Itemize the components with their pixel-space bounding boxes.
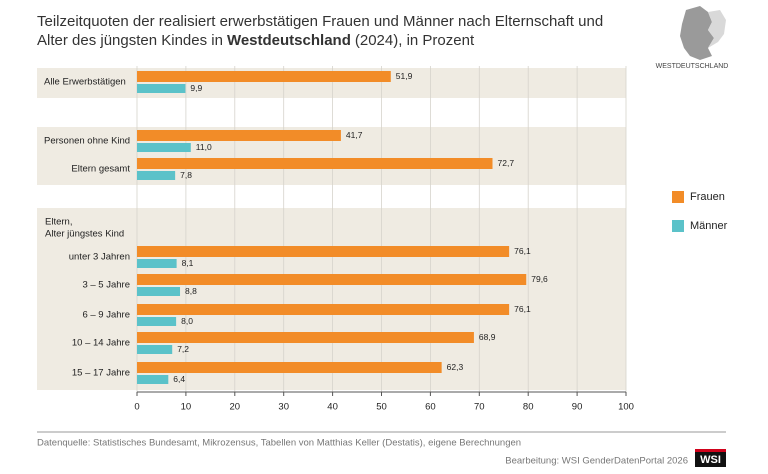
value-label: 68,9 <box>479 332 496 342</box>
value-label: 76,1 <box>514 304 531 314</box>
category-label: 6 – 9 Jahre <box>82 310 130 321</box>
x-tick-label: 10 <box>181 402 192 413</box>
value-label: 79,6 <box>531 274 548 284</box>
source: Datenquelle: Statistisches Bundesamt, Mi… <box>37 438 521 449</box>
value-label: 72,7 <box>498 158 515 168</box>
category-label: Eltern gesamt <box>71 164 130 175</box>
x-tick-label: 50 <box>376 402 387 413</box>
x-tick-label: 100 <box>618 402 634 413</box>
bar <box>137 304 510 315</box>
title-part: (2024), in Prozent <box>355 32 475 49</box>
category-label: Personen ohne Kind <box>44 136 130 147</box>
bar <box>137 130 341 141</box>
bar <box>137 84 186 93</box>
bar <box>137 246 510 257</box>
bar <box>137 375 169 384</box>
value-label: 8,8 <box>185 286 197 296</box>
legend-label: Männer <box>690 220 728 232</box>
bar <box>137 71 391 82</box>
value-label: 41,7 <box>346 130 363 140</box>
legend-label: Frauen <box>690 191 725 203</box>
category-label: unter 3 Jahren <box>69 252 130 263</box>
group-label: Eltern, <box>45 217 72 228</box>
legend-swatch <box>672 220 684 232</box>
bar <box>137 317 177 326</box>
group-label: Alter jüngstes Kind <box>45 229 124 240</box>
map-east <box>708 10 726 48</box>
x-tick-label: 0 <box>134 402 139 413</box>
title-bold: Westdeutschland <box>227 32 351 49</box>
value-label: 7,8 <box>180 170 192 180</box>
bar <box>137 171 176 180</box>
value-label: 8,1 <box>182 258 194 268</box>
logo: WSI <box>700 454 721 466</box>
bar <box>137 345 173 354</box>
value-label: 6,4 <box>173 374 185 384</box>
map-west <box>680 6 714 60</box>
x-tick-label: 60 <box>425 402 436 413</box>
bar <box>137 362 442 373</box>
x-tick-label: 20 <box>230 402 241 413</box>
bar <box>137 143 191 152</box>
x-tick-label: 30 <box>278 402 289 413</box>
chart-title: Alter des jüngsten Kindes in Westdeutschl… <box>37 32 475 49</box>
x-tick-label: 90 <box>572 402 583 413</box>
bar <box>137 287 181 296</box>
value-label: 51,9 <box>396 71 413 81</box>
category-label: 10 – 14 Jahre <box>72 338 130 349</box>
value-label: 11,0 <box>196 142 212 152</box>
value-label: 76,1 <box>514 246 531 256</box>
logo-box <box>695 449 726 467</box>
logo-stripe <box>695 449 726 452</box>
bar <box>137 259 177 268</box>
value-label: 8,0 <box>181 316 193 326</box>
x-tick-label: 40 <box>327 402 338 413</box>
bar <box>137 274 527 285</box>
chart-title: Teilzeitquoten der realisiert erwerbstät… <box>37 13 603 30</box>
title-part: Alter des jüngsten Kindes in <box>37 32 223 49</box>
category-label: 15 – 17 Jahre <box>72 368 130 379</box>
category-label: 3 – 5 Jahre <box>82 280 130 291</box>
bar <box>137 158 493 169</box>
bar <box>137 332 474 343</box>
value-label: 9,9 <box>190 83 202 93</box>
x-tick-label: 70 <box>474 402 485 413</box>
x-tick-label: 80 <box>523 402 534 413</box>
value-label: 62,3 <box>447 362 464 372</box>
credit: Bearbeitung: WSI GenderDatenPortal 2026 <box>505 456 688 467</box>
category-label: Alle Erwerbstätigen <box>44 77 126 88</box>
legend-swatch <box>672 191 684 203</box>
map-label: WESTDEUTSCHLAND <box>656 63 729 70</box>
value-label: 7,2 <box>177 344 189 354</box>
